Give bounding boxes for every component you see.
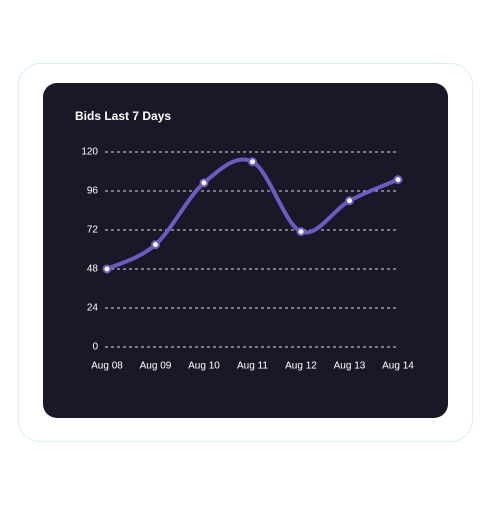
y-tick-label: 24 <box>87 303 99 314</box>
y-tick-label: 48 <box>87 264 99 275</box>
x-tick-label: Aug 11 <box>237 361 268 372</box>
x-tick-label: Aug 10 <box>188 361 220 372</box>
x-tick-label: Aug 12 <box>285 361 317 372</box>
y-tick-label: 72 <box>87 225 99 236</box>
point <box>393 175 403 185</box>
chart-title: Bids Last 7 Days <box>75 109 171 123</box>
x-tick-label: Aug 09 <box>140 361 172 372</box>
point <box>248 157 257 167</box>
card <box>43 83 448 418</box>
point <box>102 264 112 274</box>
point <box>296 227 306 237</box>
point <box>345 196 354 206</box>
point <box>151 240 160 250</box>
y-tick-label: 96 <box>87 186 99 197</box>
x-tick-label: Aug 14 <box>382 361 414 372</box>
y-tick-label: 120 <box>81 147 98 158</box>
point <box>199 178 209 188</box>
x-tick-label: Aug 08 <box>91 361 123 372</box>
x-tick-label: Aug 13 <box>334 361 366 372</box>
y-tick-label: 0 <box>92 342 98 353</box>
